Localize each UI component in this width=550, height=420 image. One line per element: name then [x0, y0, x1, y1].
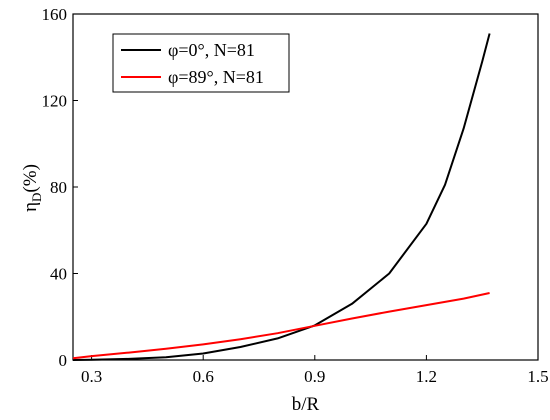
axis-ticks: 0.3 0.6 0.9 1.2 1.5 0 40 80 120 160 — [42, 5, 549, 386]
legend-label-1: φ=89°, N=81 — [168, 67, 264, 87]
x-tick-label: 1.5 — [527, 367, 548, 386]
series-lines — [72, 33, 491, 361]
x-tick-label: 0.6 — [193, 367, 214, 386]
x-tick-label: 1.2 — [416, 367, 437, 386]
y-tick-label: 40 — [50, 265, 67, 284]
x-tick-label: 0.9 — [304, 367, 325, 386]
y-tick-label: 120 — [42, 92, 68, 111]
legend-box — [112, 33, 290, 93]
y-axis-label: ηD(%) — [20, 164, 44, 212]
y-tick-label: 80 — [50, 178, 67, 197]
legend: φ=0°, N=81 φ=89°, N=81 — [112, 33, 290, 93]
y-tick-label: 160 — [42, 5, 68, 24]
x-tick-label: 0.3 — [81, 367, 102, 386]
series-line-1 — [72, 292, 490, 360]
x-axis-label: b/R — [292, 394, 320, 415]
y-tick-label: 0 — [59, 351, 68, 370]
legend-label-0: φ=0°, N=81 — [168, 40, 255, 60]
